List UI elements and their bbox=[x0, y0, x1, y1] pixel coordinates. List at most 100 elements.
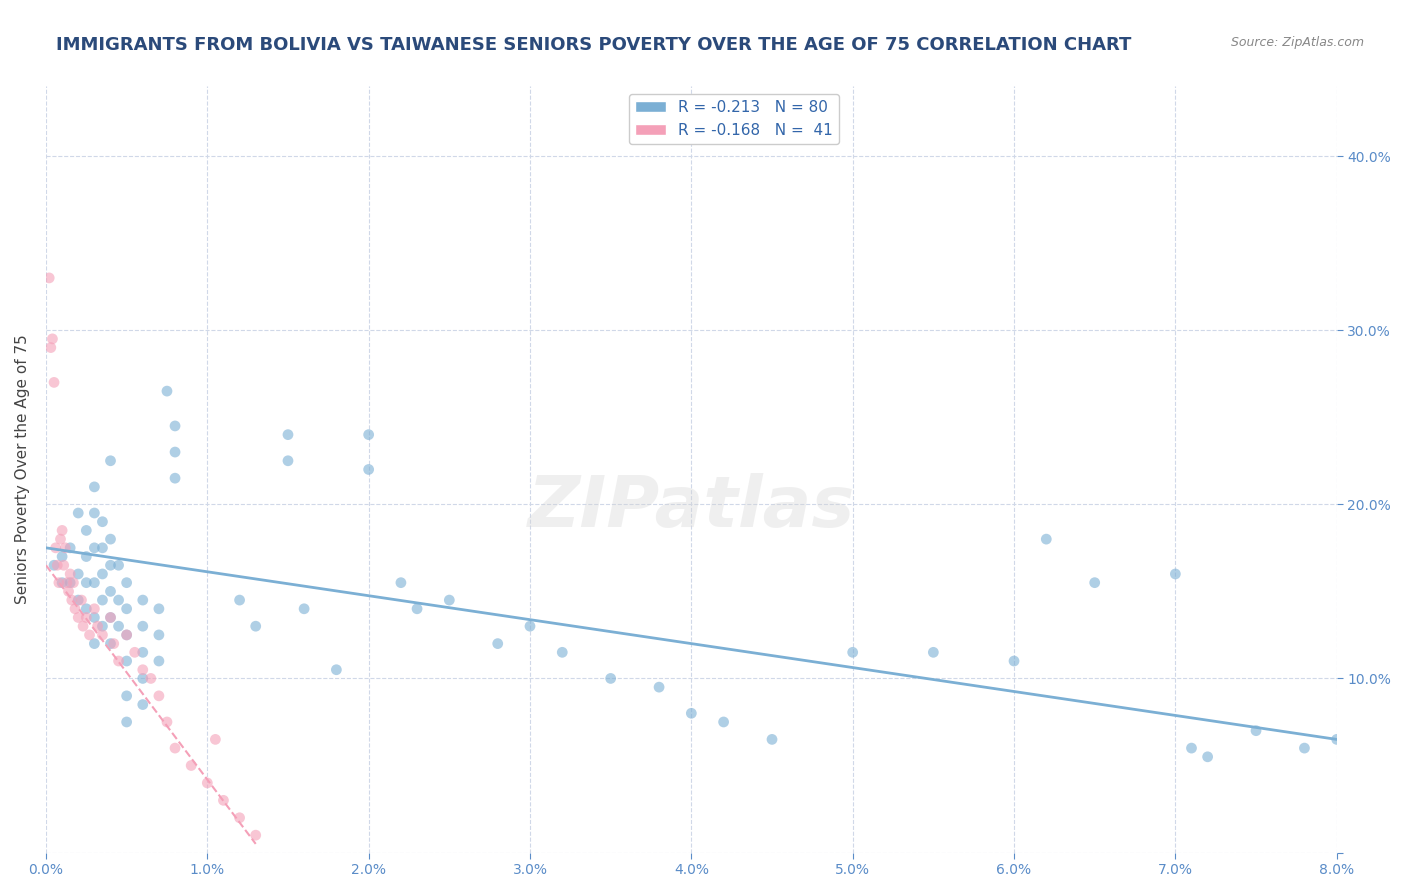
Point bbox=[1326, 732, 1348, 747]
Point bbox=[148, 601, 170, 615]
Point bbox=[357, 462, 380, 476]
Point bbox=[42, 376, 65, 390]
Point bbox=[56, 575, 79, 590]
Point bbox=[67, 593, 90, 607]
Point bbox=[115, 654, 138, 668]
Point bbox=[277, 427, 299, 442]
Point bbox=[115, 628, 138, 642]
Point bbox=[195, 776, 218, 790]
Point bbox=[519, 619, 541, 633]
Text: Source: ZipAtlas.com: Source: ZipAtlas.com bbox=[1230, 36, 1364, 49]
Point bbox=[163, 741, 186, 756]
Point bbox=[277, 454, 299, 468]
Point bbox=[53, 541, 76, 555]
Point bbox=[713, 714, 735, 729]
Point bbox=[1180, 741, 1202, 756]
Point bbox=[91, 566, 114, 581]
Legend: R = -0.213   N = 80, R = -0.168   N =  41: R = -0.213 N = 80, R = -0.168 N = 41 bbox=[628, 94, 838, 144]
Point bbox=[75, 549, 97, 564]
Point bbox=[86, 619, 108, 633]
Point bbox=[115, 714, 138, 729]
Point bbox=[139, 672, 162, 686]
Point bbox=[75, 575, 97, 590]
Point bbox=[91, 593, 114, 607]
Point bbox=[107, 558, 129, 573]
Point bbox=[59, 541, 82, 555]
Point bbox=[245, 828, 267, 842]
Point bbox=[103, 637, 125, 651]
Point bbox=[60, 593, 83, 607]
Point bbox=[132, 645, 155, 659]
Point bbox=[91, 515, 114, 529]
Point bbox=[389, 575, 412, 590]
Point bbox=[180, 758, 202, 772]
Point bbox=[212, 793, 235, 807]
Point bbox=[245, 619, 267, 633]
Y-axis label: Seniors Poverty Over the Age of 75: Seniors Poverty Over the Age of 75 bbox=[15, 334, 30, 605]
Point bbox=[156, 714, 179, 729]
Point bbox=[148, 654, 170, 668]
Point bbox=[51, 575, 73, 590]
Point bbox=[115, 601, 138, 615]
Point bbox=[132, 619, 155, 633]
Point bbox=[100, 532, 122, 546]
Point bbox=[599, 672, 621, 686]
Point bbox=[115, 628, 138, 642]
Point bbox=[1084, 575, 1107, 590]
Point bbox=[70, 593, 93, 607]
Point bbox=[132, 663, 155, 677]
Point bbox=[42, 558, 65, 573]
Point bbox=[39, 341, 62, 355]
Point bbox=[100, 610, 122, 624]
Point bbox=[1164, 566, 1187, 581]
Point bbox=[163, 471, 186, 485]
Point bbox=[67, 506, 90, 520]
Point bbox=[228, 593, 250, 607]
Point bbox=[132, 672, 155, 686]
Point bbox=[148, 689, 170, 703]
Point bbox=[51, 549, 73, 564]
Point bbox=[41, 332, 63, 346]
Point bbox=[59, 575, 82, 590]
Point bbox=[67, 610, 90, 624]
Point bbox=[51, 524, 73, 538]
Point bbox=[91, 541, 114, 555]
Point bbox=[156, 384, 179, 398]
Point bbox=[681, 706, 703, 721]
Point bbox=[75, 524, 97, 538]
Point bbox=[148, 628, 170, 642]
Point bbox=[100, 558, 122, 573]
Point bbox=[292, 601, 315, 615]
Point bbox=[38, 271, 60, 285]
Point bbox=[72, 619, 94, 633]
Point bbox=[1035, 532, 1057, 546]
Point bbox=[63, 601, 86, 615]
Point bbox=[62, 575, 84, 590]
Point bbox=[163, 445, 186, 459]
Point bbox=[83, 575, 105, 590]
Point bbox=[45, 541, 67, 555]
Point bbox=[83, 610, 105, 624]
Point bbox=[48, 575, 70, 590]
Point bbox=[52, 558, 75, 573]
Point bbox=[100, 637, 122, 651]
Point bbox=[75, 610, 97, 624]
Point bbox=[100, 584, 122, 599]
Point bbox=[1244, 723, 1267, 738]
Point bbox=[228, 811, 250, 825]
Point bbox=[439, 593, 461, 607]
Point bbox=[115, 689, 138, 703]
Point bbox=[59, 566, 82, 581]
Text: IMMIGRANTS FROM BOLIVIA VS TAIWANESE SENIORS POVERTY OVER THE AGE OF 75 CORRELAT: IMMIGRANTS FROM BOLIVIA VS TAIWANESE SEN… bbox=[56, 36, 1132, 54]
Point bbox=[46, 558, 69, 573]
Point bbox=[1294, 741, 1316, 756]
Point bbox=[124, 645, 146, 659]
Point bbox=[100, 454, 122, 468]
Point bbox=[67, 566, 90, 581]
Point bbox=[163, 419, 186, 434]
Point bbox=[922, 645, 945, 659]
Point bbox=[406, 601, 429, 615]
Point bbox=[83, 506, 105, 520]
Point bbox=[83, 601, 105, 615]
Point bbox=[83, 480, 105, 494]
